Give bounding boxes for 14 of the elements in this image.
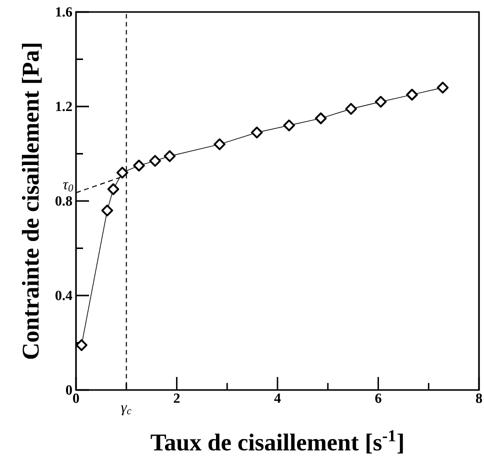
y-tick-label: 1.6 [56,7,72,17]
x-tick-label: 6 [375,394,382,403]
y-tick-label: 1.2 [56,102,72,112]
x-tick-label: 0 [73,394,79,403]
x-tick-label: 2 [174,394,180,403]
ref-line-label: γ$_{c}$ [121,405,132,416]
y-tick-label: 0.4 [56,290,72,300]
x-axis-title: Taux de cisaillement [s$^{-1}$] [150,430,403,454]
annotation: τ$_{0}$ [63,182,74,192]
x-tick-label: 8 [476,394,482,403]
y-axis-title: Contrainte de cisaillement [Pa] [22,44,42,359]
y-tick-label: 0.8 [56,196,72,206]
x-tick-label: 4 [274,394,281,403]
y-tick-label: 0 [66,385,72,395]
